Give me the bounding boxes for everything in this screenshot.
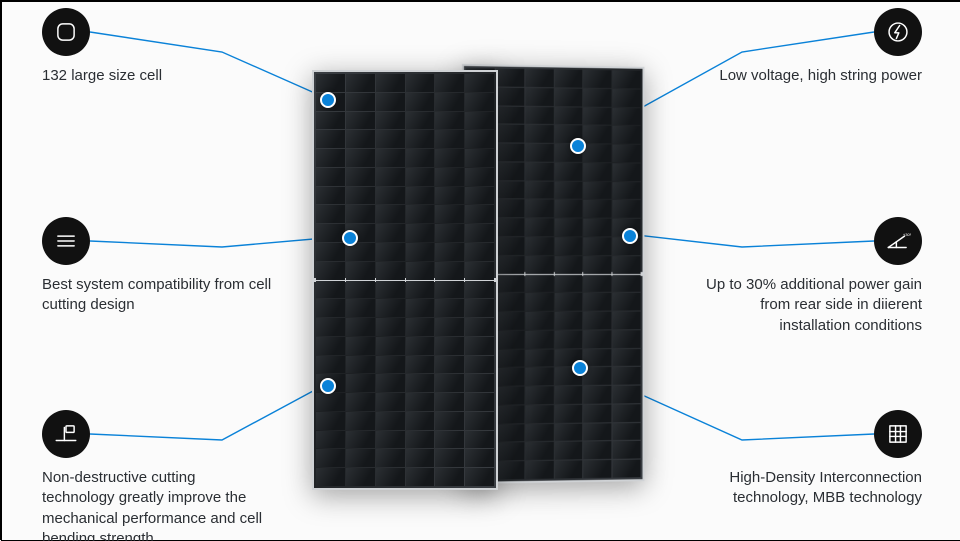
solar-panel-front (312, 70, 498, 490)
callout-pin (320, 92, 336, 108)
cell-count-icon (42, 8, 90, 56)
callout-pin (622, 228, 638, 244)
feature-text: High-Density Interconnection technology,… (692, 468, 922, 509)
feature-text: Best system compatibility from cell cutt… (42, 275, 272, 316)
feature-compatibility: Best system compatibility from cell cutt… (42, 217, 272, 316)
mbb-icon (874, 410, 922, 458)
feature-low-voltage: Low voltage, high string power (692, 8, 922, 86)
low-voltage-icon (874, 8, 922, 56)
callout-pin (572, 360, 588, 376)
feature-text: Low voltage, high string power (692, 66, 922, 86)
rear-gain-icon: +30% (874, 217, 922, 265)
callout-pin (570, 138, 586, 154)
feature-rear-gain: +30% Up to 30% additional power gain from… (692, 217, 922, 336)
callout-pin (342, 230, 358, 246)
feature-cell-count: 132 large size cell (42, 8, 272, 86)
svg-text:+30%: +30% (903, 232, 911, 237)
non-destructive-icon (42, 410, 90, 458)
feature-text: Up to 30% additional power gain from rea… (692, 275, 922, 336)
feature-text: Non-destructive cutting technology great… (42, 468, 272, 541)
infographic-stage: 132 large size cell Best system compatibi… (2, 2, 960, 540)
feature-text: 132 large size cell (42, 66, 272, 86)
feature-non-destructive: Non-destructive cutting technology great… (42, 410, 272, 541)
callout-pin (320, 378, 336, 394)
feature-mbb: High-Density Interconnection technology,… (692, 410, 922, 509)
compatibility-icon (42, 217, 90, 265)
